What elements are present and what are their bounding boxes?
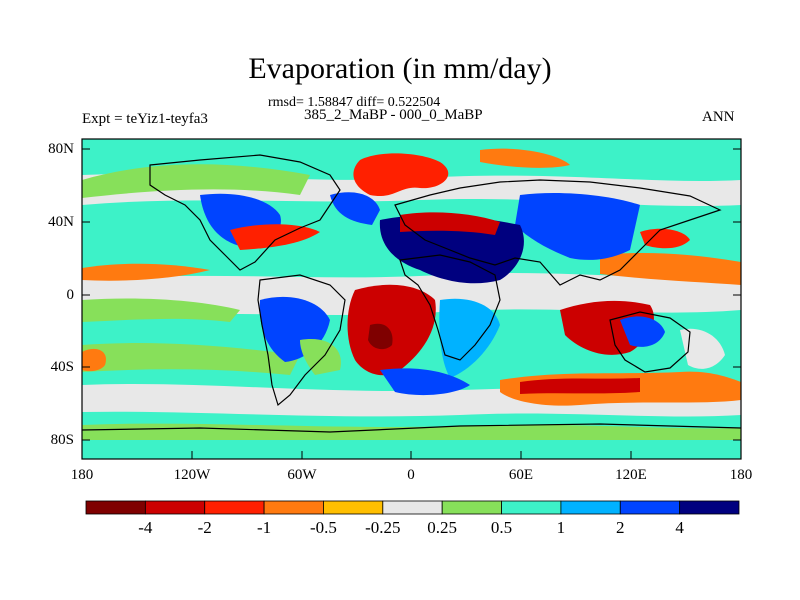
anomaly-fields — [82, 148, 741, 440]
colorbar-swatch — [323, 500, 384, 515]
colorbar-label: 0.5 — [490, 518, 513, 537]
lon-tick-label: 120E — [615, 467, 647, 483]
colorbar-swatch — [501, 500, 562, 515]
colorbar-swatch — [263, 500, 324, 515]
lat-tick-label: 40N — [48, 214, 74, 230]
lat-tick-label: 0 — [66, 287, 75, 303]
colorbar-label: -0.5 — [309, 518, 337, 537]
colorbar-swatch — [382, 500, 443, 515]
colorbar-swatch — [144, 500, 206, 515]
colorbar-swatch — [85, 500, 146, 515]
lat-tick-label: 80S — [50, 432, 74, 448]
lat-tick-label: 80N — [48, 141, 74, 157]
colorbar-label: 2 — [616, 518, 625, 537]
colorbar-swatch — [204, 500, 265, 515]
lat-tick-label: 40S — [50, 359, 74, 375]
colorbar-label: -4 — [138, 518, 153, 537]
colorbar-label: 0.25 — [427, 518, 458, 537]
plot-title: Evaporation (in mm/day) — [248, 52, 552, 85]
plot-subtitle: 385_2_MaBP - 000_0_MaBP — [304, 107, 483, 123]
colorbar-label: 4 — [675, 518, 684, 537]
lon-tick-label: 120W — [173, 467, 211, 483]
continent-outlines — [81, 154, 742, 433]
colorbar-label: -1 — [256, 518, 272, 537]
experiment-label: Expt = teYiz1-teyfa3 — [82, 111, 208, 127]
lon-tick-label: 0 — [407, 467, 415, 483]
colorbar-label: -0.25 — [365, 518, 401, 537]
colorbar-swatch — [560, 500, 621, 515]
season-label: ANN — [702, 109, 735, 125]
lon-tick-label: 180 — [729, 467, 753, 483]
stats-label: rmsd= 1.58847 diff= 0.522504 — [268, 95, 441, 110]
colorbar-swatch — [441, 500, 502, 515]
colorbar-label: -2 — [197, 518, 212, 537]
lon-tick-label: 180 — [70, 467, 94, 483]
lon-tick-label: 60W — [287, 467, 317, 483]
colorbar-label: 1 — [556, 518, 566, 537]
colorbar-swatch — [679, 500, 740, 515]
axis-ticks — [81, 148, 742, 459]
colorbar-swatch — [619, 500, 681, 515]
colorbar — [85, 500, 740, 515]
lon-tick-label: 60E — [508, 467, 534, 483]
